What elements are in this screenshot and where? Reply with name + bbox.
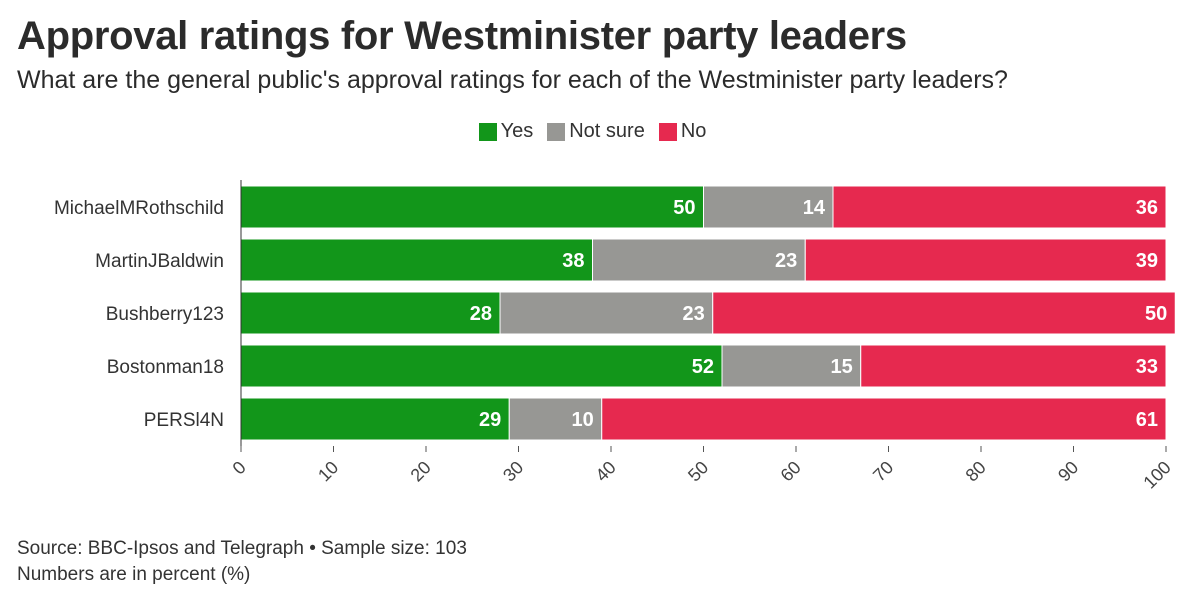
bar-segment-not-sure (592, 238, 806, 282)
category-label: PERSl4N (144, 410, 224, 431)
bar-segment-not-sure (721, 344, 862, 388)
data-label: 61 (1136, 409, 1158, 431)
legend-item-no: No (658, 120, 707, 143)
data-label: 38 (562, 250, 584, 272)
legend-label-yes: Yes (500, 120, 534, 142)
legend-swatch-yes (478, 122, 497, 141)
chart-subtitle: What are the general public's approval r… (17, 66, 1008, 94)
x-tick-label: 100 (1139, 457, 1174, 492)
data-label: 39 (1136, 250, 1158, 272)
x-tick-label: 80 (962, 457, 990, 485)
x-tick-label: 50 (684, 457, 712, 485)
bar-segment-not-sure (499, 291, 714, 335)
x-tick-label: 90 (1054, 457, 1082, 485)
data-label: 23 (775, 250, 797, 272)
data-label: 52 (692, 356, 714, 378)
x-tick-label: 60 (777, 457, 805, 485)
legend-swatch-not-sure (547, 122, 566, 141)
bar-segment-yes (240, 344, 723, 388)
data-label: 23 (683, 303, 705, 325)
x-tick-label: 70 (869, 457, 897, 485)
data-label: 50 (673, 197, 695, 219)
bar-segment-yes (240, 397, 510, 441)
x-tick-label: 20 (407, 457, 435, 485)
bar-segment-yes (240, 185, 704, 229)
data-label: 28 (470, 303, 492, 325)
x-tick-label: 40 (592, 457, 620, 485)
x-tick-label: 0 (229, 457, 250, 478)
data-label: 10 (572, 409, 594, 431)
source-note: Source: BBC-Ipsos and Telegraph • Sample… (17, 538, 467, 559)
category-label: Bushberry123 (106, 304, 224, 325)
legend-label-no: No (680, 120, 707, 142)
x-tick-label: 30 (499, 457, 527, 485)
bar-segment-not-sure (703, 185, 834, 229)
data-label: 33 (1136, 356, 1158, 378)
bar-segment-no (712, 291, 1176, 335)
x-tick-label: 10 (314, 457, 342, 485)
bar-segment-not-sure (508, 397, 603, 441)
units-note: Numbers are in percent (%) (17, 564, 251, 585)
bar-segment-no (832, 185, 1167, 229)
category-label: Bostonman18 (107, 357, 224, 378)
legend-item-yes: Yes (478, 120, 534, 143)
data-label: 14 (803, 197, 826, 219)
legend-swatch-no (658, 122, 677, 141)
bar-segment-yes (240, 238, 593, 282)
stacked-bar-chart: MichaelMRothschild 50 14 36 MartinJBaldwin 38… (54, 180, 1176, 493)
chart-title: Approval ratings for Westminister party … (17, 14, 907, 58)
data-label: 50 (1145, 303, 1167, 325)
bar-segment-no (601, 397, 1167, 441)
category-label: MartinJBaldwin (95, 251, 224, 272)
bar-segment-no (804, 238, 1167, 282)
bar-segment-no (860, 344, 1167, 388)
legend-label-not-sure: Not sure (569, 120, 645, 142)
data-label: 36 (1136, 197, 1158, 219)
category-label: MichaelMRothschild (54, 198, 224, 219)
data-label: 29 (479, 409, 501, 431)
legend: Yes Not sure No (0, 120, 1185, 143)
data-label: 15 (831, 356, 853, 378)
bar-segment-yes (240, 291, 501, 335)
legend-item-not-sure: Not sure (547, 120, 645, 143)
